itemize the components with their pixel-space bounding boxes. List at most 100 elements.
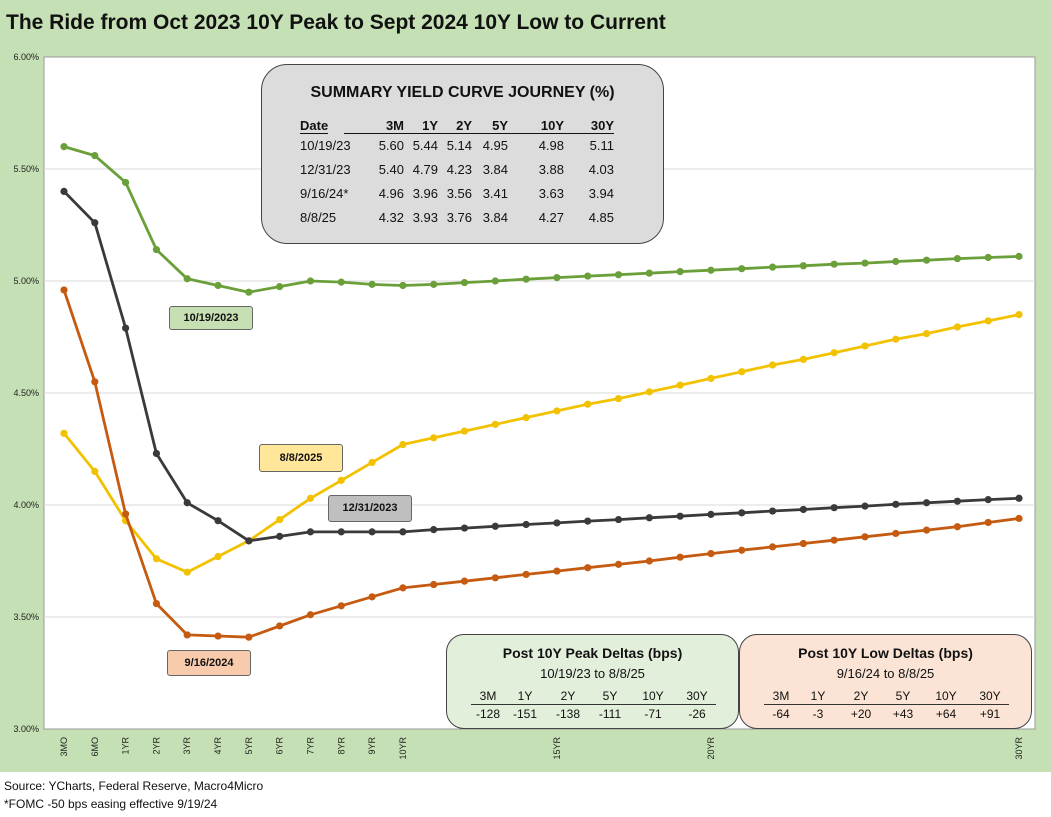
series-line: [63, 190, 1020, 543]
data-point: [337, 476, 345, 484]
summary-table: Date 3M 1Y 2Y 5Y 10Y 30Y 10/19/23 5.60 5.44 5.14 4.…: [262, 65, 665, 245]
data-point: [1015, 311, 1023, 319]
footnote: *FOMC -50 bps easing effective 9/19/24: [4, 797, 218, 811]
data-point: [122, 510, 130, 518]
data-point: [522, 275, 530, 283]
summary-col-header: 5Y: [448, 118, 508, 134]
data-point: [707, 550, 715, 558]
data-point: [306, 611, 315, 619]
summary-col-header: 2Y: [412, 118, 472, 134]
delta-value: -138: [555, 707, 581, 721]
summary-cell: 3.84: [482, 162, 508, 177]
data-point: [861, 259, 869, 267]
delta-value: -111: [598, 707, 622, 721]
data-point: [953, 523, 961, 531]
low-deltas-table: 3M 1Y 2Y 5Y 10Y 30Y -64 -3 +20 +43 +64 +91: [740, 635, 1033, 730]
data-point: [60, 143, 68, 151]
x-tick-label: 15YR: [552, 737, 562, 760]
data-point: [738, 265, 746, 273]
data-point: [152, 555, 161, 563]
delta-value: -71: [644, 707, 662, 721]
data-point: [768, 507, 777, 515]
data-point: [861, 533, 869, 541]
x-tick-label: 20YR: [706, 737, 716, 760]
data-point: [768, 361, 777, 369]
summary-col-header: 10Y: [504, 118, 564, 134]
data-point: [614, 560, 623, 568]
chart-title: The Ride from Oct 2023 10Y Peak to Sept …: [6, 11, 666, 34]
data-point: [430, 280, 438, 288]
summary-cell: 3.88: [538, 162, 564, 177]
data-point: [892, 257, 900, 266]
data-point: [584, 517, 592, 525]
data-point: [152, 449, 161, 458]
series-0: [60, 143, 1023, 296]
data-point: [60, 429, 68, 437]
data-point: [707, 266, 715, 274]
peak-deltas-table: 3M 1Y 2Y 5Y 10Y 30Y -128 -151 -138 -111 -71 -26: [447, 635, 740, 730]
data-point: [645, 514, 653, 522]
data-point: [276, 622, 284, 630]
summary-cell: 4.79: [412, 162, 438, 177]
x-tick-label: 1YR: [121, 737, 131, 755]
x-tick-label: 6MO: [90, 737, 100, 757]
delta-value: -26: [688, 707, 706, 721]
data-point: [676, 512, 684, 520]
data-point: [922, 330, 931, 338]
series-line: [62, 289, 1020, 639]
summary-row-date: 12/31/23: [300, 162, 351, 177]
delta-col-header: 10Y: [935, 689, 957, 703]
data-point: [892, 335, 900, 343]
low-deltas-box: Post 10Y Low Deltas (bps) 9/16/24 to 8/8…: [739, 634, 1032, 729]
summary-heading: SUMMARY YIELD CURVE JOURNEY (%): [310, 84, 615, 101]
x-tick-label: 2YR: [151, 737, 161, 755]
data-point: [861, 502, 869, 510]
x-tick-label: 8YR: [336, 737, 346, 755]
series-label-2023-12: 12/31/2023: [328, 495, 412, 522]
summary-cell: 4.95: [482, 138, 508, 153]
data-point: [645, 557, 653, 565]
delta-divider: [764, 704, 1009, 705]
summary-cell: 3.84: [482, 210, 508, 225]
data-point: [953, 323, 961, 331]
delta-col-header: 1Y: [810, 689, 826, 703]
data-point: [553, 274, 561, 282]
summary-col-header: Date: [300, 118, 329, 134]
data-point: [276, 532, 284, 540]
data-point: [91, 151, 99, 160]
low-deltas-heading: Post 10Y Low Deltas (bps): [798, 645, 973, 661]
delta-value: -128: [475, 707, 501, 721]
delta-value: +43: [892, 707, 914, 721]
data-point: [337, 278, 345, 286]
data-point: [152, 599, 161, 608]
data-point: [892, 500, 900, 508]
data-point: [645, 388, 653, 396]
summary-cell: 3.96: [412, 186, 438, 201]
y-tick-label: 3.00%: [13, 724, 39, 734]
summary-cell: 3.63: [538, 186, 564, 201]
data-point: [799, 539, 807, 548]
data-point: [922, 526, 931, 534]
data-point: [830, 260, 838, 268]
data-point: [460, 278, 469, 287]
data-point: [768, 543, 777, 551]
data-point: [245, 633, 253, 641]
data-point: [984, 253, 992, 262]
data-point: [676, 553, 684, 561]
data-point: [892, 529, 900, 538]
data-point: [183, 631, 191, 639]
summary-col-header: 1Y: [378, 118, 438, 134]
data-point: [430, 526, 438, 534]
summary-cell: 4.23: [446, 162, 472, 177]
peak-deltas-subheading: 10/19/23 to 8/8/25: [540, 666, 645, 681]
low-deltas-subheading: 9/16/24 to 8/8/25: [836, 666, 935, 681]
data-point: [738, 509, 746, 517]
data-point: [430, 434, 438, 442]
summary-cell: 3.93: [412, 210, 438, 225]
data-point: [830, 349, 838, 357]
x-tick-label: 9YR: [367, 737, 377, 755]
data-point: [122, 324, 130, 332]
series-label-2023-10: 10/19/2023: [169, 306, 253, 330]
data-point: [584, 400, 592, 408]
summary-cell: 4.96: [378, 186, 404, 201]
